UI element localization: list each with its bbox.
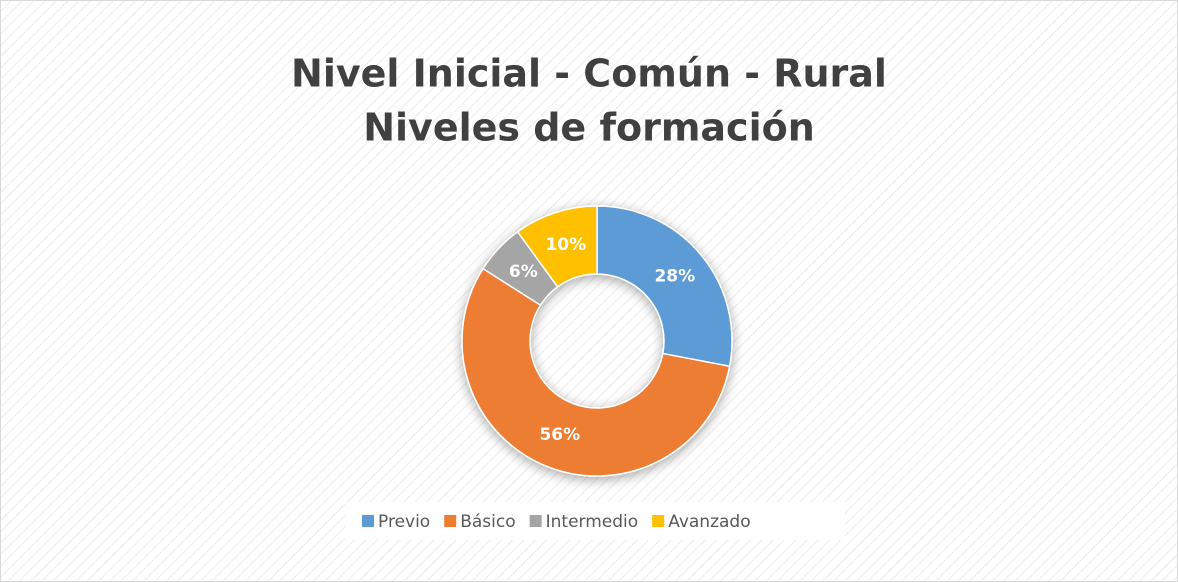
legend-swatch (529, 515, 542, 527)
legend-label: Básico (460, 512, 515, 532)
legend: Previo Básico Intermedio Avanzado (362, 512, 751, 532)
donut (461, 205, 733, 477)
chart-title: Nivel Inicial - Común - Rural (291, 52, 887, 96)
chart-subtitle: Niveles de formación (363, 106, 815, 150)
legend-label: Avanzado (668, 512, 750, 532)
legend-swatch (652, 515, 665, 527)
data-label: 6% (509, 262, 538, 282)
legend-label: Previo (378, 512, 430, 532)
data-label: 56% (539, 425, 580, 445)
donut-slice (516, 205, 598, 288)
legend-background (345, 502, 845, 540)
data-label: 10% (545, 235, 586, 255)
donut-slice (596, 205, 733, 368)
donut-slice (461, 267, 731, 477)
legend-label: Intermedio (546, 512, 639, 532)
legend-swatch (444, 515, 457, 527)
legend-swatch (362, 515, 374, 527)
data-label: 28% (654, 267, 695, 287)
